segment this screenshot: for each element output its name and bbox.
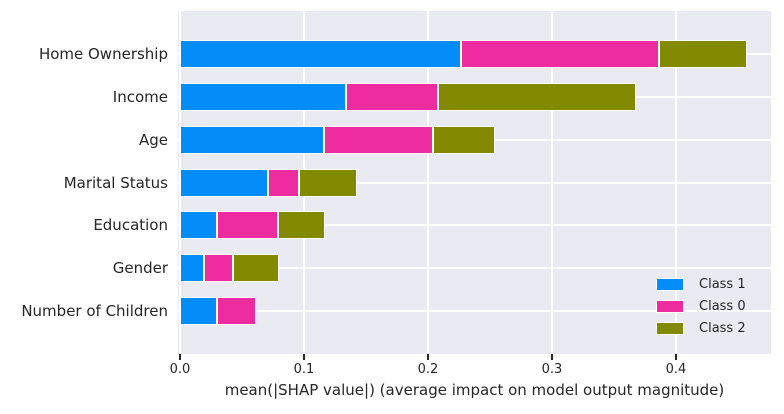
bar-segment-class-2 xyxy=(658,39,747,68)
grid-line-horizontal xyxy=(178,310,771,313)
x-axis-title: mean(|SHAP value|) (average impact on mo… xyxy=(224,381,725,399)
legend-label: Class 2 xyxy=(699,320,746,336)
y-axis-label: Marital Status xyxy=(63,173,168,192)
x-tick-mark xyxy=(551,354,553,360)
legend-item: Class 2 xyxy=(656,317,746,339)
legend-item: Class 1 xyxy=(656,273,746,295)
bar-segment-class-0 xyxy=(217,211,278,240)
bar-row xyxy=(180,254,280,283)
x-tick-mark xyxy=(179,354,181,360)
bar-segment-class-1 xyxy=(180,211,218,240)
legend-swatch xyxy=(656,321,684,335)
y-axis-label: Home Ownership xyxy=(38,44,168,63)
bar-row xyxy=(180,125,495,154)
x-tick-label: 0.1 xyxy=(293,362,315,377)
y-axis-label: Income xyxy=(112,87,168,106)
bar-segment-class-2 xyxy=(277,211,326,240)
bar-segment-class-0 xyxy=(323,125,433,154)
x-tick-label: 0.4 xyxy=(665,362,687,377)
bar-segment-class-0 xyxy=(217,297,256,326)
bar-segment-class-1 xyxy=(180,125,324,154)
bar-segment-class-0 xyxy=(461,39,659,68)
bar-row xyxy=(180,82,637,111)
x-tick-mark xyxy=(303,354,305,360)
plot-area xyxy=(178,11,771,354)
grid-line-horizontal xyxy=(178,181,771,184)
bar-row xyxy=(180,39,747,68)
legend-item: Class 0 xyxy=(656,295,746,317)
bar-row xyxy=(180,211,326,240)
bar-segment-class-2 xyxy=(437,82,637,111)
bar-segment-class-1 xyxy=(180,254,204,283)
bar-row xyxy=(180,297,256,326)
bar-segment-class-1 xyxy=(180,39,462,68)
legend-label: Class 1 xyxy=(699,276,746,292)
x-tick-label: 0.0 xyxy=(169,362,191,377)
legend-label: Class 0 xyxy=(699,298,746,314)
y-axis-label: Age xyxy=(138,130,168,149)
bar-segment-class-0 xyxy=(346,82,438,111)
y-axis-label: Number of Children xyxy=(21,302,168,321)
x-tick-mark xyxy=(427,354,429,360)
legend: Class 1 Class 0 Class 2 xyxy=(656,273,746,339)
bar-segment-class-2 xyxy=(233,254,280,283)
grid-line-horizontal xyxy=(178,224,771,227)
legend-swatch xyxy=(656,299,684,313)
legend-swatch xyxy=(656,277,684,291)
grid-line-horizontal xyxy=(178,267,771,270)
bar-segment-class-0 xyxy=(203,254,234,283)
y-axis-label: Education xyxy=(93,216,168,235)
bar-segment-class-1 xyxy=(180,82,347,111)
bar-segment-class-1 xyxy=(180,297,218,326)
x-tick-label: 0.2 xyxy=(417,362,439,377)
bar-segment-class-2 xyxy=(299,168,358,197)
bar-segment-class-1 xyxy=(180,168,269,197)
bar-segment-class-0 xyxy=(268,168,300,197)
bar-segment-class-2 xyxy=(432,125,495,154)
x-tick-mark xyxy=(675,354,677,360)
x-tick-label: 0.3 xyxy=(541,362,563,377)
y-axis-label: Gender xyxy=(112,259,168,278)
bar-row xyxy=(180,168,358,197)
